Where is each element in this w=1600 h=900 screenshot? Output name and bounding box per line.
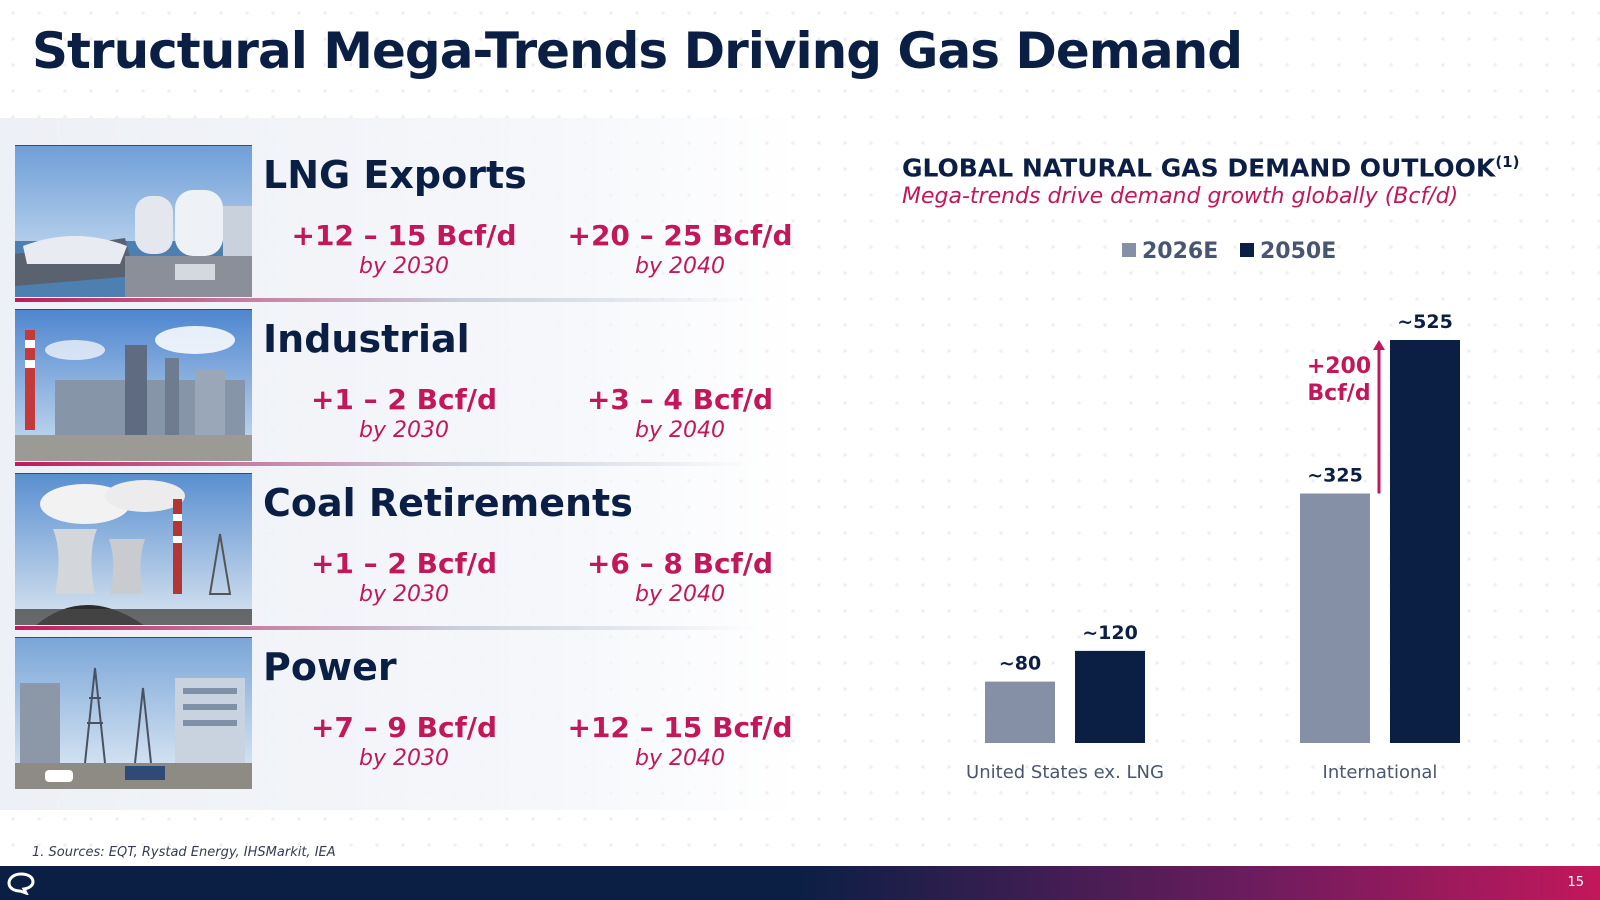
metric-2030: +12 – 15 Bcf/d by 2030 [269, 219, 539, 279]
legend-swatch-2050E [1240, 243, 1254, 257]
metric-value: +12 – 15 Bcf/d [291, 219, 517, 252]
footer-bar [0, 866, 1600, 900]
bar-2050E-1 [1390, 340, 1460, 743]
industrial-plant-photo [15, 309, 252, 461]
metric-year: by 2040 [635, 746, 725, 771]
page-number: 15 [1567, 875, 1584, 890]
metric-year: by 2030 [359, 418, 449, 443]
metric-value: +1 – 2 Bcf/d [310, 383, 498, 416]
trend-row-industrial: Industrial +1 – 2 Bcf/d by 2030 +3 – 4 B… [15, 307, 785, 467]
legend-label-2026E: 2026E [1142, 239, 1218, 264]
metric-2040: +6 – 8 Bcf/d by 2040 [545, 547, 815, 607]
trend-row-coal-retirements: Coal Retirements +1 – 2 Bcf/d by 2030 +6… [15, 471, 785, 631]
company-logo-icon [6, 871, 36, 899]
row-divider [15, 298, 755, 302]
metric-value: +12 – 15 Bcf/d [567, 711, 793, 744]
data-label: ~80 [999, 653, 1041, 675]
metric-year: by 2040 [635, 582, 725, 607]
metric-2030: +1 – 2 Bcf/d by 2030 [269, 383, 539, 443]
bar-chart: 2026E 2050E ~80 ~120 United States ex. LNG ~3… [966, 239, 1460, 783]
power-substation-photo [15, 637, 252, 789]
metric-year: by 2030 [359, 746, 449, 771]
footnote-ref: (1) [1495, 153, 1520, 171]
bar-2026E-1 [1300, 493, 1370, 743]
page-title: Structural Mega-Trends Driving Gas Deman… [32, 22, 1243, 80]
metric-2040: +12 – 15 Bcf/d by 2040 [545, 711, 815, 771]
chart-subtitle: Mega-trends drive demand growth globally… [902, 184, 1459, 209]
metric-2030: +1 – 2 Bcf/d by 2030 [269, 547, 539, 607]
data-label: ~525 [1397, 311, 1453, 333]
category-label: International [1323, 762, 1438, 783]
trend-name: Power [263, 645, 397, 689]
annotation-arrow-head [1373, 340, 1385, 350]
trend-name: LNG Exports [263, 153, 527, 197]
lng-terminal-photo [15, 145, 252, 297]
metric-value: +1 – 2 Bcf/d [310, 547, 498, 580]
category-label: United States ex. LNG [966, 762, 1164, 783]
legend-swatch-2026E [1122, 243, 1136, 257]
row-divider [15, 626, 755, 630]
data-label: ~325 [1307, 465, 1363, 487]
bar-2050E-0 [1075, 650, 1145, 743]
annotation-label: +200 [1307, 354, 1371, 379]
chart-title: GLOBAL NATURAL GAS DEMAND OUTLOOK(1) [902, 153, 1519, 182]
trend-name: Coal Retirements [263, 481, 633, 525]
metric-year: by 2030 [359, 254, 449, 279]
metric-year: by 2040 [635, 254, 725, 279]
row-divider [15, 462, 755, 466]
metric-2040: +3 – 4 Bcf/d by 2040 [545, 383, 815, 443]
metric-value: +6 – 8 Bcf/d [586, 547, 774, 580]
data-label: ~120 [1082, 622, 1138, 644]
trend-row-power: Power +7 – 9 Bcf/d by 2030 +12 – 15 Bcf/… [15, 635, 793, 795]
chart-title-text: GLOBAL NATURAL GAS DEMAND OUTLOOK [902, 153, 1496, 183]
metric-value: +20 – 25 Bcf/d [567, 219, 793, 252]
coal-plant-photo [15, 473, 252, 625]
metric-2030: +7 – 9 Bcf/d by 2030 [269, 711, 539, 771]
trend-row-lng-exports: LNG Exports +12 – 15 Bcf/d by 2030 +20 –… [15, 143, 793, 303]
trend-name: Industrial [263, 317, 470, 361]
metric-year: by 2040 [635, 418, 725, 443]
bar-2026E-0 [985, 681, 1055, 743]
metric-2040: +20 – 25 Bcf/d by 2040 [545, 219, 815, 279]
annotation-label: Bcf/d [1307, 381, 1370, 406]
footnote: 1. Sources: EQT, Rystad Energy, IHSMarki… [32, 845, 336, 860]
legend-label-2050E: 2050E [1260, 239, 1336, 264]
metric-year: by 2030 [359, 582, 449, 607]
metric-value: +7 – 9 Bcf/d [310, 711, 498, 744]
metric-value: +3 – 4 Bcf/d [586, 383, 774, 416]
